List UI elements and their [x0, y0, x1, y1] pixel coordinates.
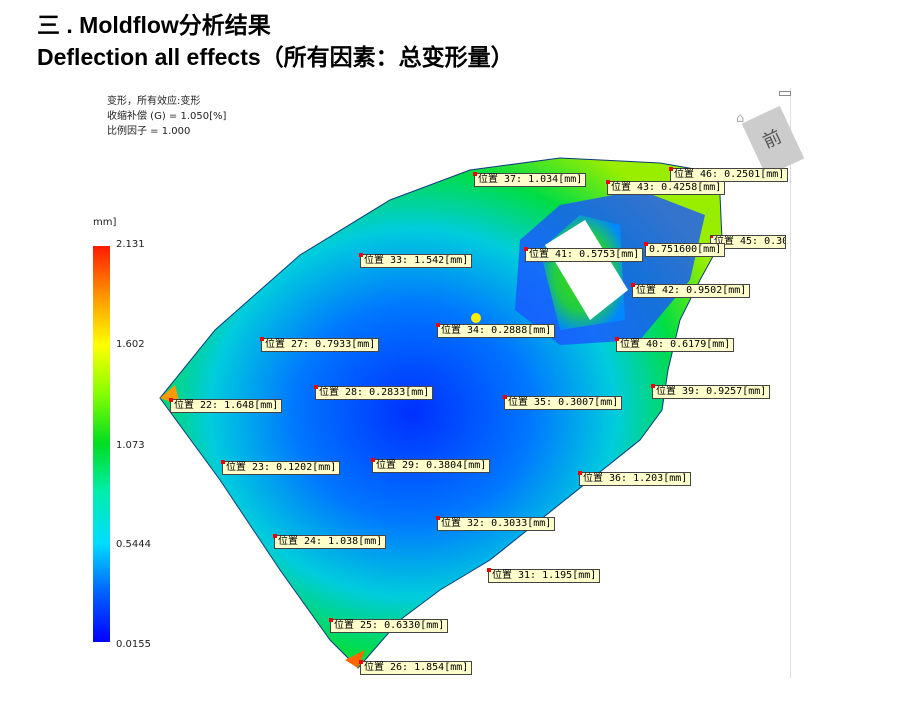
slide-title: 三 . Moldflow分析结果 [37, 12, 271, 38]
probe-label: 位置 27: 0.7933[mm] [259, 337, 380, 352]
probe-label: 位置 28: 0.2833[mm] [313, 385, 434, 400]
probe-label: 位置 36: 1.203[mm] [577, 471, 692, 486]
legend-tick: 0.0155 [116, 639, 151, 650]
legend-tick: 0.5444 [116, 539, 151, 550]
legend-tick: 1.602 [116, 339, 145, 350]
plot-info: 变形，所有效应:变形 收缩补偿 (G) = 1.050[%] 比例因子 = 1.… [107, 94, 226, 139]
probe-label: 位置 35: 0.3007[mm] [502, 395, 623, 410]
probe-label: 位置 22: 1.648[mm] [168, 398, 283, 413]
origin-marker [471, 313, 481, 323]
probe-label: 位置 41: 0.5753[mm] [523, 247, 644, 262]
shrink-compensation: 收缩补偿 (G) = 1.050[%] [107, 111, 227, 122]
probe-label: 位置 25: 0.6330[mm] [328, 618, 449, 633]
scale-factor: 比例因子 = 1.000 [107, 126, 191, 137]
probe-label: 位置 45: 0.301 [710, 235, 786, 249]
probe-label: 位置 42: 0.9502[mm] [630, 283, 751, 298]
probe-label: 位置 23: 0.1202[mm] [220, 460, 341, 475]
probe-label: 位置 24: 1.038[mm] [272, 534, 387, 549]
hot-corner [345, 650, 365, 668]
minimize-icon[interactable] [779, 91, 791, 96]
probe-label: 位置 40: 0.6179[mm] [614, 337, 735, 352]
probe-label: 位置 29: 0.3804[mm] [370, 458, 491, 473]
probe-label: 位置 43: 0.4258[mm] [605, 180, 726, 195]
probe-label: 位置 26: 1.854[mm] [358, 660, 473, 675]
probe-label: 位置 37: 1.034[mm] [472, 172, 587, 187]
probe-label: 0.751600[mm] [643, 242, 726, 257]
legend-tick: 1.073 [116, 440, 145, 451]
result-name: 变形，所有效应:变形 [107, 96, 201, 107]
probe-label: 位置 39: 0.9257[mm] [650, 384, 771, 399]
probe-label: 位置 33: 1.542[mm] [358, 253, 473, 268]
home-icon[interactable]: ⌂ [736, 111, 745, 126]
probe-label: 位置 31: 1.195[mm] [486, 568, 601, 583]
legend-tick: 2.131 [116, 239, 145, 250]
probe-label: 位置 34: 0.2888[mm] [435, 323, 556, 338]
viewport-edge [790, 88, 791, 678]
slide-subtitle: Deflection all effects（所有因素：总变形量） [37, 44, 514, 70]
part-window-opening [545, 220, 628, 320]
probe-label: 位置 46: 0.2501[mm] [668, 167, 789, 182]
legend-unit: mm] [93, 217, 117, 228]
color-scale-bar [93, 246, 110, 642]
probe-label: 位置 32: 0.3033[mm] [435, 516, 556, 531]
